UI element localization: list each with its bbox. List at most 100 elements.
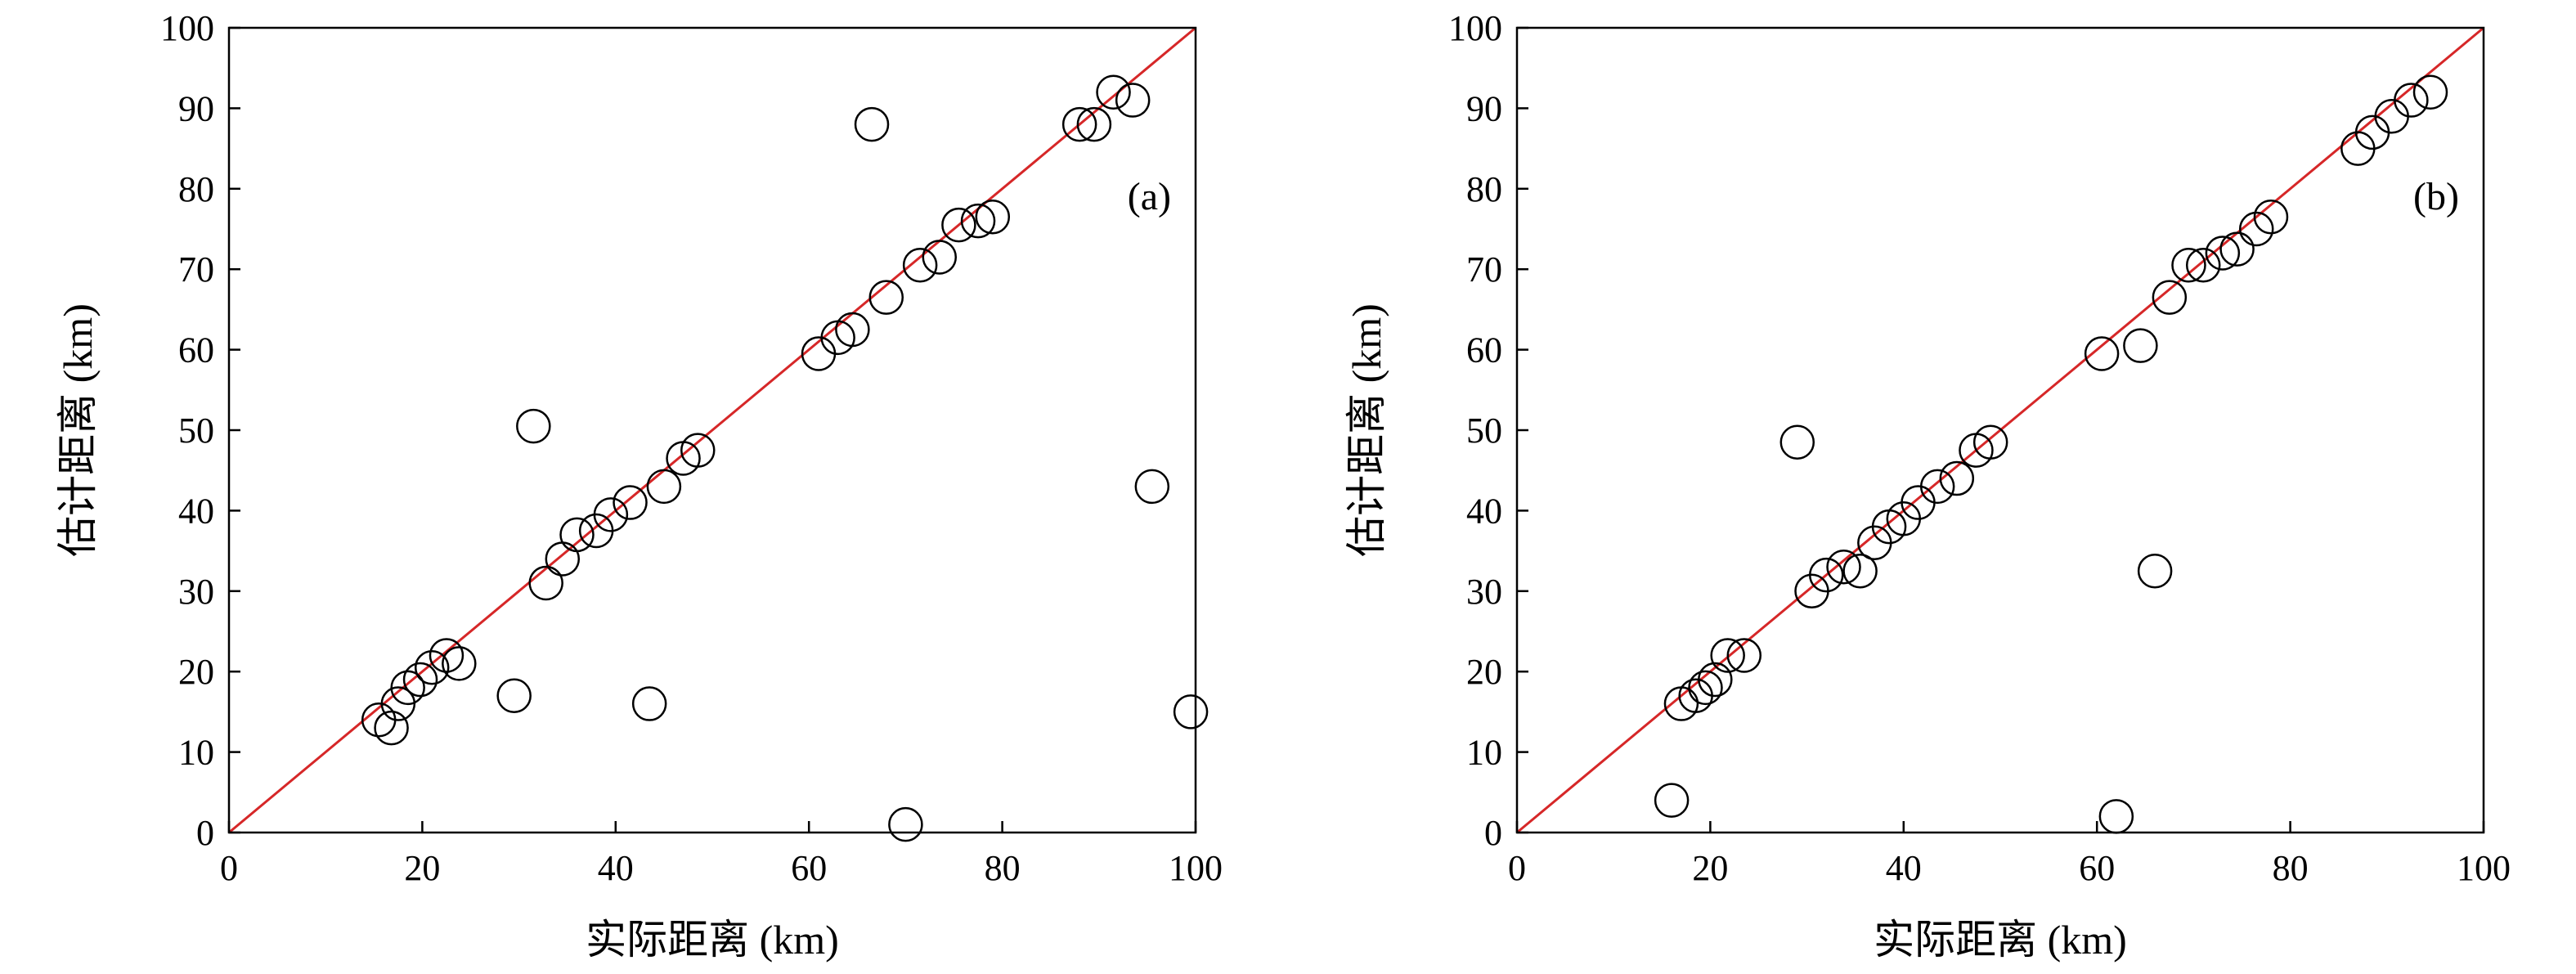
y-tick-label: 90	[1466, 88, 1502, 128]
data-point	[380, 686, 416, 721]
data-point	[888, 806, 923, 842]
y-tick-label: 10	[178, 733, 214, 773]
data-point	[1688, 670, 1723, 706]
y-tick-label: 20	[178, 652, 214, 692]
data-point	[613, 485, 648, 520]
data-point	[1654, 783, 1690, 818]
data-point	[593, 497, 629, 532]
data-point	[2205, 236, 2241, 271]
panel-label: (a)	[1128, 175, 1171, 218]
data-point	[1061, 106, 1097, 142]
y-tick-label: 100	[160, 8, 214, 48]
y-tick-label: 20	[1466, 652, 1502, 692]
x-tick-label: 0	[1508, 848, 1526, 888]
data-point	[1134, 469, 1170, 505]
y-tick-label: 60	[178, 330, 214, 370]
panel-label: (b)	[2413, 175, 2459, 218]
y-tick-label: 70	[178, 249, 214, 290]
x-axis-label: 实际距离 (km)	[586, 917, 839, 963]
x-tick-label: 60	[791, 848, 827, 888]
data-point	[1939, 460, 1975, 496]
y-tick-label: 40	[1466, 491, 1502, 531]
x-tick-label: 0	[220, 848, 238, 888]
data-point	[429, 638, 464, 673]
data-point	[1173, 694, 1209, 729]
data-point	[1710, 638, 1745, 673]
data-point	[1972, 424, 2008, 460]
data-point	[1096, 74, 1131, 110]
data-point	[442, 646, 477, 681]
data-point	[631, 686, 667, 721]
x-tick-label: 80	[985, 848, 1021, 888]
y-tick-label: 80	[178, 169, 214, 209]
data-point	[1842, 553, 1878, 589]
data-point	[374, 710, 409, 746]
data-point	[1076, 106, 1112, 142]
y-tick-label: 80	[1466, 169, 1502, 209]
data-point	[1919, 469, 1955, 505]
x-tick-label: 40	[1886, 848, 1922, 888]
data-point	[902, 248, 938, 283]
data-point	[646, 469, 682, 505]
y-tick-label: 0	[196, 813, 214, 853]
data-point	[2412, 74, 2448, 110]
data-point	[1115, 83, 1151, 118]
x-tick-label: 20	[1692, 848, 1728, 888]
y-tick-label: 0	[1484, 813, 1502, 853]
data-point	[2084, 336, 2120, 371]
y-tick-label: 50	[178, 411, 214, 451]
data-point	[2185, 248, 2221, 283]
reference-line	[228, 26, 1196, 834]
data-point	[2123, 328, 2158, 363]
y-axis-label: 估计距离 (km)	[1344, 303, 1389, 557]
data-point	[1808, 557, 1844, 593]
x-tick-label: 100	[1169, 848, 1223, 888]
y-tick-label: 30	[1466, 572, 1502, 612]
data-point	[2219, 231, 2255, 267]
data-point	[496, 678, 532, 713]
data-point	[390, 670, 425, 706]
y-axis-label: 估计距离 (km)	[55, 303, 101, 557]
data-point	[2171, 248, 2206, 283]
data-point	[414, 650, 450, 685]
y-tick-label: 40	[178, 491, 214, 531]
data-point	[960, 203, 996, 239]
panel-b: 0 20 40 60 80 100 0 10 20 30 40 50 60 70 80 90 100 实际距离 (…	[1344, 8, 2511, 963]
y-tick-label: 60	[1466, 330, 1502, 370]
data-point	[528, 565, 563, 601]
data-point	[516, 408, 551, 444]
data-point	[2098, 799, 2134, 834]
y-tick-label: 10	[1466, 733, 1502, 773]
y-tick-label: 50	[1466, 411, 1502, 451]
data-point	[1698, 662, 1733, 698]
panel-a: 0 20 40 60 80 100 0 10 20 30 40 50 60 70 80 90 100 实际距离 (…	[55, 8, 1223, 963]
data-point	[941, 207, 976, 243]
data-point	[545, 541, 581, 577]
data-point	[2394, 83, 2429, 118]
data-point	[868, 280, 904, 315]
data-point	[835, 312, 870, 348]
data-point	[680, 433, 716, 468]
y-tick-label: 100	[1448, 8, 1502, 48]
data-point	[2137, 553, 2173, 589]
x-tick-label: 80	[2273, 848, 2309, 888]
data-point	[922, 240, 958, 275]
data-point	[1826, 550, 1861, 585]
data-point	[1779, 424, 1815, 460]
data-point	[854, 106, 890, 142]
data-point	[975, 199, 1011, 235]
data-point	[2253, 199, 2289, 235]
data-point	[559, 517, 595, 553]
data-point	[402, 662, 438, 698]
x-tick-label: 40	[598, 848, 634, 888]
y-tick-label: 90	[178, 88, 214, 128]
data-point	[1726, 638, 1762, 673]
data-point	[2152, 280, 2188, 315]
x-axis-label: 实际距离 (km)	[1874, 917, 2127, 963]
y-tick-label: 70	[1466, 249, 1502, 290]
y-tick-label: 30	[178, 572, 214, 612]
data-point	[2238, 211, 2274, 247]
x-tick-label: 60	[2079, 848, 2115, 888]
x-tick-label: 100	[2457, 848, 2511, 888]
